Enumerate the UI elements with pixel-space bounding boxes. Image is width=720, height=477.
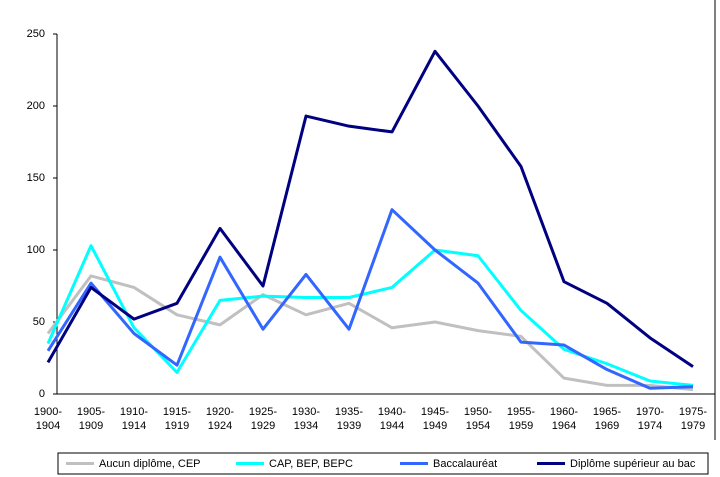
x-tick-label: 1965-1969 — [593, 406, 621, 432]
x-tick-label: 1925-1929 — [249, 406, 277, 432]
legend-label: Baccalauréat — [433, 458, 497, 470]
y-tick-label: 100 — [27, 244, 45, 256]
x-tick-label: 1950-1954 — [464, 406, 492, 432]
legend-box — [57, 452, 709, 475]
x-tick-label: 1940-1944 — [378, 406, 406, 432]
x-tick-label: 1935-1939 — [335, 406, 363, 432]
x-tick-label: 1960-1964 — [550, 406, 578, 432]
x-tick-label: 1900-1904 — [34, 406, 62, 432]
series-line — [46, 274, 694, 392]
legend-label: Aucun diplôme, CEP — [99, 458, 201, 470]
x-tick-label: 1915-1919 — [163, 406, 191, 432]
x-tick-label: 1930-1934 — [292, 406, 320, 432]
y-tick-label: 50 — [33, 316, 45, 328]
x-tick-label: 1955-1959 — [507, 406, 535, 432]
x-tick-label: 1945-1949 — [421, 406, 449, 432]
x-tick-label: 1920-1924 — [206, 406, 234, 432]
x-tick-label: 1905-1909 — [77, 406, 105, 432]
legend-label: Diplôme supérieur au bac — [570, 458, 696, 470]
y-tick-label: 0 — [39, 388, 45, 400]
y-tick-label: 200 — [27, 100, 45, 112]
x-tick-label: 1975-1979 — [679, 406, 707, 432]
y-tick-label: 250 — [27, 28, 45, 40]
series-line — [46, 208, 694, 390]
legend-label: CAP, BEP, BEPC — [269, 458, 353, 470]
x-tick-label: 1970-1974 — [636, 406, 664, 432]
y-tick-label: 150 — [27, 172, 45, 184]
series-line — [46, 49, 694, 368]
x-tick-label: 1910-1914 — [120, 406, 148, 432]
